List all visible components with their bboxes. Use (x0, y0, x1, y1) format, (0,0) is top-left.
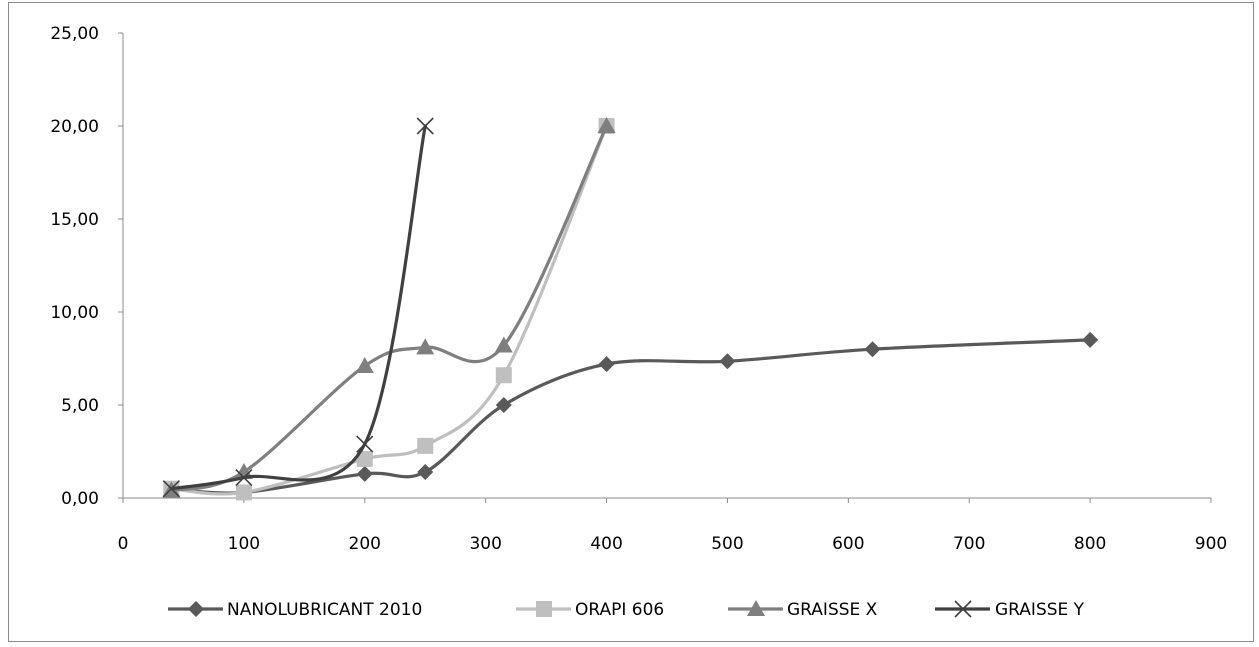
legend-label-1: NANOLUBRICANT 2010 (227, 600, 422, 620)
y-tick-label: 5,00 (61, 396, 99, 416)
x-tick-label: 400 (590, 534, 622, 554)
data-point-series-1 (356, 465, 373, 482)
chart-frame (8, 2, 1254, 642)
x-tick-label: 600 (832, 534, 864, 554)
series-line-3 (169, 124, 609, 493)
legend-marker-2 (536, 601, 552, 617)
data-point-series-4 (416, 117, 434, 135)
y-tick-label: 25,00 (50, 24, 99, 44)
data-point-series-3 (597, 117, 616, 133)
data-point-series-4 (356, 435, 374, 453)
legend-label-2: ORAPI 606 (575, 600, 664, 620)
data-point-series-4 (235, 468, 253, 487)
x-tick-label: 700 (953, 534, 985, 554)
data-point-series-1 (864, 341, 881, 358)
legend-label-4: GRAISSE Y (995, 600, 1085, 620)
x-tick-label: 0 (118, 534, 129, 554)
x-tick-label: 200 (349, 534, 381, 554)
data-point-series-4 (162, 480, 180, 498)
data-point-series-3 (494, 336, 513, 353)
legend-marker-4 (954, 600, 972, 618)
data-point-series-1 (719, 353, 736, 370)
y-tick-label: 15,00 (50, 210, 99, 230)
data-point-series-1 (495, 397, 512, 413)
data-point-series-3 (234, 462, 253, 479)
data-point-series-3 (416, 338, 435, 355)
y-tick-label: 10,00 (50, 303, 99, 323)
x-tick-label: 800 (1074, 534, 1106, 554)
legend-label-3: GRAISSE X (787, 600, 878, 620)
legend-marker-3 (747, 600, 765, 616)
data-point-series-1 (417, 463, 434, 480)
data-point-series-1 (1082, 331, 1099, 348)
legend-marker-1 (188, 601, 204, 617)
y-tick-label: 20,00 (50, 117, 99, 137)
x-tick-label: 900 (1195, 534, 1227, 554)
data-point-series-2 (356, 450, 373, 467)
x-tick-label: 300 (469, 534, 501, 554)
data-point-series-3 (355, 356, 374, 373)
data-point-series-2 (495, 367, 512, 384)
x-tick-label: 100 (228, 534, 260, 554)
series-line-2 (169, 124, 609, 496)
x-tick-label: 500 (711, 534, 743, 554)
series-line-4 (169, 124, 427, 491)
y-tick-label: 0,00 (61, 489, 99, 509)
data-point-series-1 (598, 356, 615, 373)
data-point-series-2 (235, 484, 252, 501)
data-point-series-2 (417, 437, 434, 454)
